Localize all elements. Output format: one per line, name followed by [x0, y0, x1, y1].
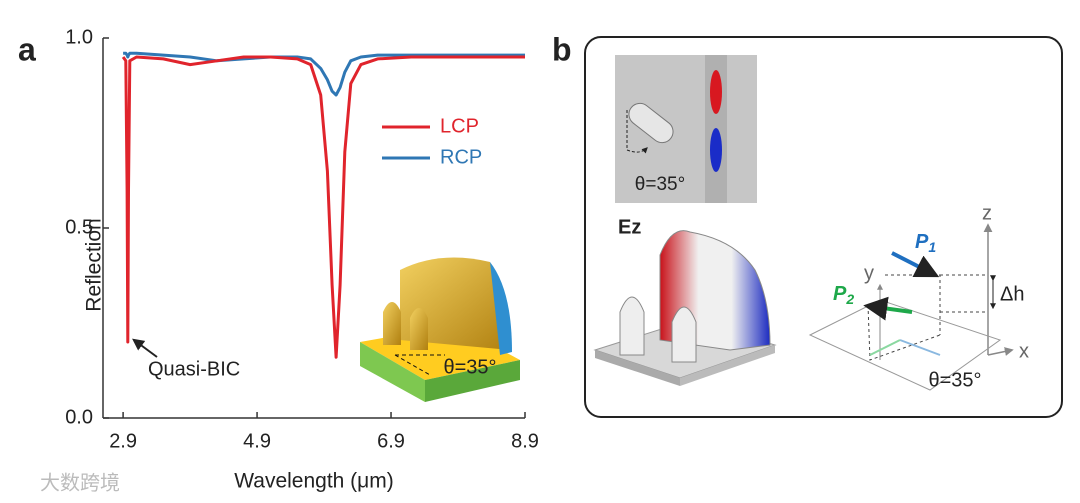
p1-sub: 1	[928, 239, 936, 255]
axis-label: x	[1019, 340, 1029, 362]
p2-sub: 2	[845, 291, 854, 307]
inset-label: θ=35°	[443, 356, 496, 378]
inset-structure	[360, 257, 520, 402]
axis-label: z	[982, 202, 992, 224]
annotation: Quasi-BIC	[148, 358, 240, 380]
structure-render	[593, 230, 777, 386]
legend-label: LCP	[440, 115, 479, 137]
y-axis-title: Reflection	[83, 218, 106, 311]
y-tick-label: 1.0	[65, 26, 93, 48]
p2: P	[833, 283, 847, 305]
x-tick-label: 6.9	[377, 430, 405, 452]
legend-label: RCP	[440, 146, 482, 168]
x-tick-label: 4.9	[243, 430, 271, 452]
p1: P	[915, 231, 929, 253]
panel-label: a	[18, 31, 36, 67]
line-series	[121, 55, 525, 359]
watermark: 大数跨境	[40, 471, 120, 494]
annotation-arrow	[132, 338, 158, 358]
field-label: Ez	[618, 216, 641, 238]
field-inset	[615, 55, 757, 203]
x-tick-label: 2.9	[109, 430, 137, 452]
x-axis-title: Wavelength (μm)	[234, 470, 394, 493]
x-tick-label: 8.9	[511, 430, 539, 452]
inset-label: θ=35°	[635, 174, 685, 195]
y-tick-label: 0.0	[65, 406, 93, 428]
axis-label: y	[864, 262, 874, 284]
p1-label: P1	[915, 231, 936, 254]
coordinate-diagram	[808, 223, 1014, 391]
angle-label: θ=35°	[928, 369, 981, 391]
y-tick-label: 0.5	[65, 216, 93, 238]
line-series	[123, 51, 525, 97]
p2-label: P2	[833, 283, 854, 306]
panel-label: b	[552, 31, 572, 67]
height-label: Δh	[1000, 283, 1024, 305]
panel-frame	[584, 36, 1063, 418]
